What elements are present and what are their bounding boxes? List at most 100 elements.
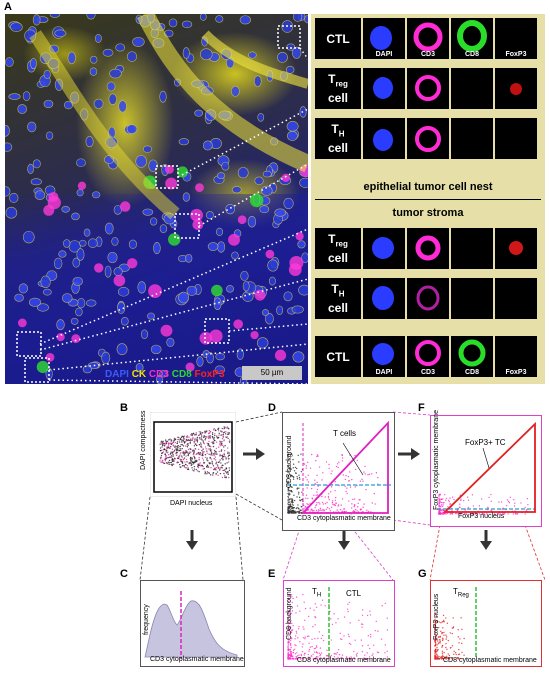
scatter-point	[225, 476, 227, 478]
micrograph: DAPI CK CD3 CD8 FoxP3 50 µm	[5, 14, 308, 384]
scatter-point	[326, 506, 329, 509]
scatter-point	[434, 650, 436, 652]
scatter-point	[291, 622, 293, 625]
scatter-point	[440, 513, 442, 515]
scatter-point	[291, 475, 293, 478]
scatter-point	[318, 658, 321, 660]
scatter-point	[287, 618, 289, 621]
scatter-point	[185, 440, 187, 442]
scatter-point	[296, 511, 298, 513]
scatter-point	[298, 474, 300, 476]
scatter-point	[435, 620, 437, 622]
nucleus	[166, 337, 175, 348]
scatter-point	[287, 466, 290, 468]
scatter-point	[434, 630, 436, 633]
scatter-point	[181, 439, 183, 441]
scatter-point	[171, 452, 174, 454]
scatter-point	[205, 448, 207, 450]
scatter-point	[313, 647, 316, 650]
nucleus	[262, 170, 272, 178]
scatter-point	[381, 605, 383, 607]
scatter-point	[190, 462, 192, 464]
scatter-point	[195, 468, 198, 471]
scatter-point	[193, 450, 195, 452]
scatter-point	[336, 463, 339, 465]
scatter-point	[298, 491, 300, 493]
scatter-point	[217, 467, 220, 469]
scatter-point	[339, 508, 342, 511]
scatter-point	[227, 470, 229, 473]
labeled-cell	[56, 332, 65, 342]
scatter-point	[288, 494, 290, 496]
scatter-point	[219, 467, 221, 469]
scatter-point	[221, 464, 223, 467]
scatter-point	[288, 509, 291, 511]
scatter-point	[201, 432, 203, 434]
scatter-point	[490, 500, 492, 503]
scatter-point	[214, 456, 217, 458]
nucleus	[70, 317, 79, 325]
scatter-point	[227, 472, 229, 474]
nucleus	[207, 242, 219, 251]
scatter-point	[291, 638, 293, 640]
nucleus	[283, 291, 293, 302]
plot-c-xlabel: CD3 cytoplasmatic membrane	[150, 656, 244, 663]
tile-cd3: CD3	[407, 18, 449, 59]
scatter-point	[303, 657, 305, 659]
scatter-point	[436, 620, 438, 622]
scatter-point	[457, 629, 459, 631]
scatter-point	[290, 509, 292, 511]
scatter-point	[216, 453, 218, 455]
scatter-point	[198, 444, 201, 446]
scatter-point	[290, 658, 292, 660]
nucleus	[267, 259, 279, 272]
scatter-point	[436, 656, 438, 658]
scatter-point	[316, 481, 318, 484]
scatter-point	[218, 432, 220, 435]
scatter-point	[217, 446, 220, 448]
scatter-point	[353, 498, 356, 500]
scatter-point	[312, 658, 314, 660]
scatter-point	[160, 461, 162, 464]
scatter-point	[187, 439, 189, 441]
scatter-point	[191, 469, 194, 471]
scatter-point	[203, 462, 205, 464]
scatter-point	[443, 631, 445, 634]
scatter-point	[199, 462, 201, 464]
scatter-point	[353, 505, 355, 508]
scatter-point	[309, 646, 312, 648]
scatter-point	[314, 616, 317, 619]
scatter-point	[316, 474, 318, 477]
scatter-point	[373, 492, 375, 495]
scatter-point	[173, 449, 176, 452]
nucleus	[217, 241, 226, 253]
scatter-point	[290, 511, 292, 513]
scatter-point	[441, 645, 444, 647]
scatter-point	[164, 442, 166, 445]
scatter-point	[292, 512, 295, 514]
section-epithelial: epithelial tumor cell nest	[363, 181, 493, 193]
scatter-point	[195, 453, 197, 456]
scatter-point	[296, 478, 299, 480]
scatter-point	[356, 652, 358, 655]
scatter-point	[290, 489, 293, 492]
scatter-point	[297, 493, 300, 495]
labeled-cell	[36, 360, 49, 374]
scatter-point	[189, 462, 191, 465]
scatter-point	[304, 619, 306, 621]
scatter-point	[461, 642, 463, 645]
scatter-point	[296, 496, 298, 498]
scatter-point	[291, 658, 293, 660]
nucleus	[236, 348, 244, 360]
scatter-point	[188, 439, 191, 442]
scatter-point	[441, 639, 444, 642]
scatter-point	[287, 594, 289, 596]
plot-b-scatter	[149, 411, 237, 498]
scatter-point	[179, 459, 182, 461]
panel-letter-g: G	[418, 568, 427, 580]
scatter-point	[212, 445, 215, 448]
scatter-point	[213, 449, 216, 452]
scatter-point	[331, 470, 333, 472]
nucleus	[22, 91, 31, 101]
scatter-point	[438, 639, 440, 641]
